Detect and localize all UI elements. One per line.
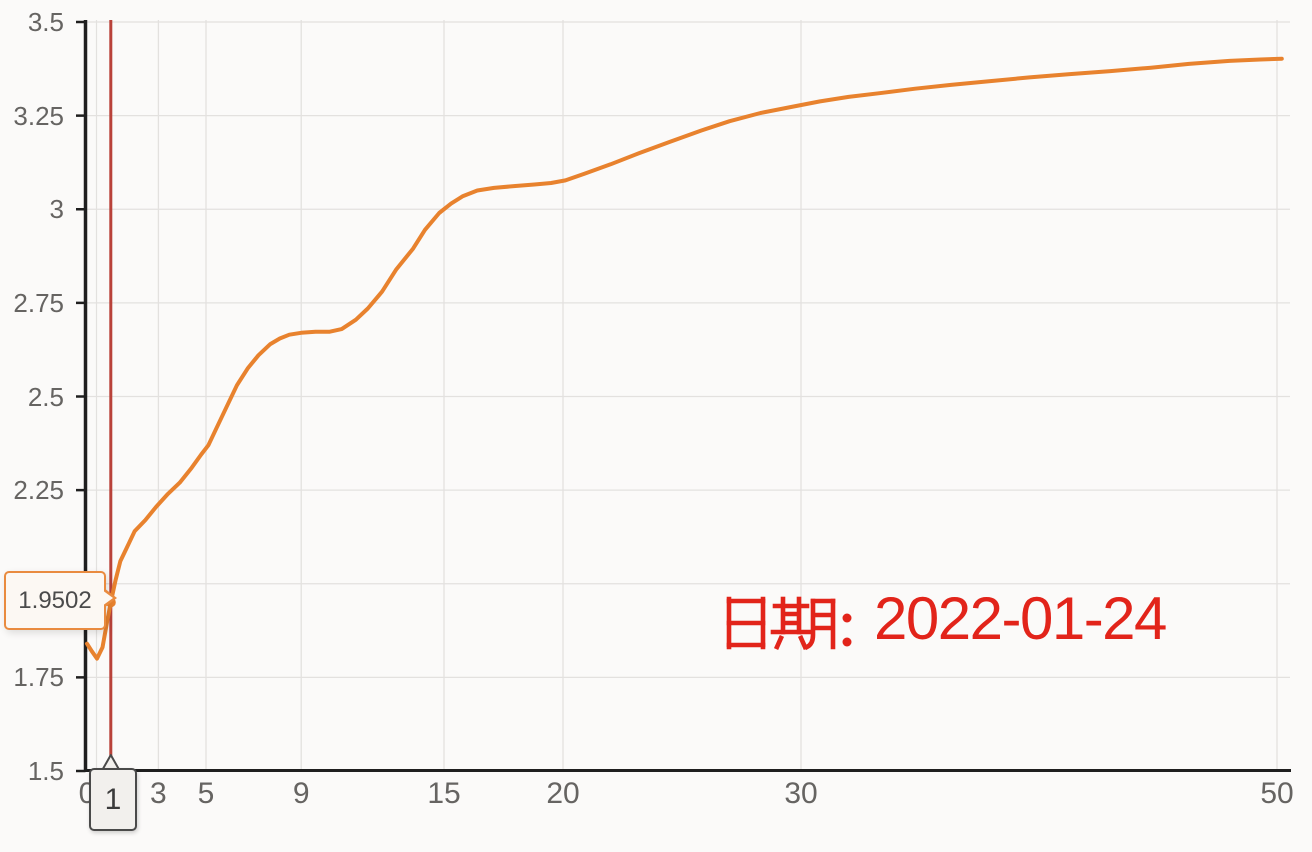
x-axis-pointer-handle[interactable]: 1 bbox=[89, 768, 137, 831]
tooltip-value: 1.9502 bbox=[18, 586, 92, 614]
series-line bbox=[85, 56, 1284, 661]
x-axis-label: 15 bbox=[427, 777, 461, 810]
x-axis-label: 20 bbox=[546, 777, 580, 810]
tooltip-arrow-fill bbox=[102, 590, 113, 606]
y-axis-label: 1.5 bbox=[27, 756, 64, 786]
y-axis-label: 2.5 bbox=[27, 381, 64, 412]
y-axis-label: 2.75 bbox=[13, 287, 64, 318]
y-axis-label: 1.75 bbox=[13, 662, 64, 693]
x-axis-label: 5 bbox=[197, 777, 215, 810]
x-axis-label: 3 bbox=[150, 777, 167, 810]
x-axis-label: 50 bbox=[1260, 777, 1294, 810]
y-axis-label: 3.25 bbox=[13, 100, 64, 131]
x-axis-pointer-label: 1 bbox=[104, 782, 122, 816]
x-axis-label: 30 bbox=[784, 777, 818, 810]
date-annotation: 2022-01-24 bbox=[720, 586, 1167, 652]
y-axis-label: 3.5 bbox=[27, 7, 64, 37]
date-prefix-glyphs bbox=[726, 596, 852, 651]
value-tooltip: 1.9502 bbox=[4, 571, 117, 630]
x-axis-label: 9 bbox=[292, 777, 310, 810]
y-axis-label: 3 bbox=[49, 194, 64, 225]
date-annotation-value: 2022-01-24 bbox=[874, 585, 1167, 652]
y-axis-label: 2.25 bbox=[13, 475, 64, 506]
